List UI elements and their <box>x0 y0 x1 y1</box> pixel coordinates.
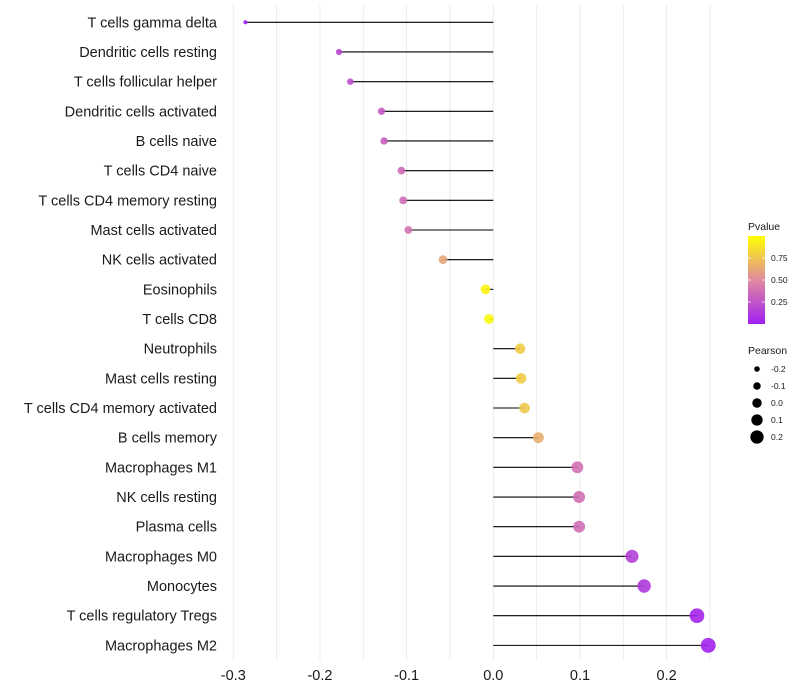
gridlines <box>232 5 711 660</box>
size-legend-label: 0.1 <box>771 415 783 425</box>
lollipop-point <box>397 166 406 175</box>
lollipop-point <box>399 196 408 205</box>
y-category-label: Dendritic cells activated <box>65 104 217 120</box>
segments <box>245 21 709 646</box>
x-axis-ticks: -0.3 -0.2 -0.1 0.0 0.1 0.2 <box>221 668 677 684</box>
x-tick-label: 0.1 <box>570 668 590 684</box>
lollipop-point <box>484 314 494 324</box>
size-legend-label: -0.1 <box>771 381 786 391</box>
pearson-legend-title: Pearson <box>748 345 787 357</box>
colorbar-tick-label: 0.75 <box>771 253 788 263</box>
lollipop-point <box>625 549 639 563</box>
y-category-label: T cells CD4 memory resting <box>38 193 217 209</box>
lollipop-point <box>637 579 651 593</box>
lollipop-point <box>689 608 705 624</box>
lollipop-point <box>571 461 584 474</box>
y-category-label: Macrophages M0 <box>105 549 217 565</box>
lollipop-point <box>438 255 448 265</box>
lollipop-point <box>532 432 544 444</box>
y-category-label: T cells CD4 naive <box>104 164 217 180</box>
x-tick-label: -0.2 <box>307 668 332 684</box>
y-category-label: Eosinophils <box>143 282 217 298</box>
y-category-label: T cells follicular helper <box>74 75 217 91</box>
y-category-label: B cells memory <box>118 431 218 447</box>
lollipop-point <box>380 137 388 145</box>
y-category-label: NK cells resting <box>116 490 217 506</box>
y-category-label: Neutrophils <box>144 342 217 358</box>
size-legend-label: -0.2 <box>771 364 786 374</box>
pearson-legend: Pearson -0.2 -0.1 0.0 0.1 0.2 <box>748 345 787 444</box>
y-category-label: T cells regulatory Tregs <box>67 609 217 625</box>
lollipop-point <box>573 491 586 503</box>
y-category-label: Monocytes <box>147 579 217 595</box>
lollipop-point <box>347 78 354 85</box>
y-category-label: Mast cells activated <box>90 223 217 239</box>
y-category-label: T cells CD4 memory activated <box>24 401 217 417</box>
size-legend-key <box>754 366 760 372</box>
x-tick-label: -0.1 <box>394 668 419 684</box>
lollipop-point <box>335 48 343 56</box>
lollipop-point <box>514 343 526 354</box>
size-legend-key <box>751 414 763 426</box>
y-category-label: B cells naive <box>136 134 217 150</box>
y-category-label: Plasma cells <box>136 520 217 536</box>
lollipop-point <box>480 284 491 295</box>
lollipop-point <box>573 520 586 533</box>
points <box>243 20 716 653</box>
colorbar-tick-label: 0.25 <box>771 297 788 307</box>
y-category-label: NK cells activated <box>102 253 217 269</box>
lollipop-point <box>519 402 530 414</box>
y-category-label: Macrophages M1 <box>105 460 217 476</box>
colorbar-tick-label: 0.50 <box>771 275 788 285</box>
y-category-label: Macrophages M2 <box>105 638 217 654</box>
y-category-label: T cells CD8 <box>142 312 217 328</box>
lollipop-point <box>377 107 386 115</box>
pvalue-colorbar <box>748 236 765 324</box>
x-tick-label: 0.2 <box>657 668 677 684</box>
size-legend-key <box>753 382 761 390</box>
size-legend-label: 0.0 <box>771 398 783 408</box>
pvalue-legend-title: Pvalue <box>748 221 780 233</box>
size-legend-label: 0.2 <box>771 432 783 442</box>
lollipop-point <box>700 637 716 653</box>
y-category-label: Mast cells resting <box>105 371 217 387</box>
y-category-label: T cells gamma delta <box>88 15 218 31</box>
size-legend-key <box>752 398 762 408</box>
x-tick-label: 0.0 <box>483 668 503 684</box>
lollipop-point <box>404 226 413 234</box>
y-category-label: Dendritic cells resting <box>79 45 217 61</box>
size-legend-key <box>750 430 764 444</box>
x-tick-label: -0.3 <box>221 668 246 684</box>
lollipop-point <box>243 20 248 25</box>
pvalue-legend: Pvalue 0.25 0.50 0.75 <box>748 221 788 324</box>
lollipop-point <box>515 373 527 384</box>
y-axis-labels: T cells gamma delta Dendritic cells resti… <box>24 15 218 654</box>
